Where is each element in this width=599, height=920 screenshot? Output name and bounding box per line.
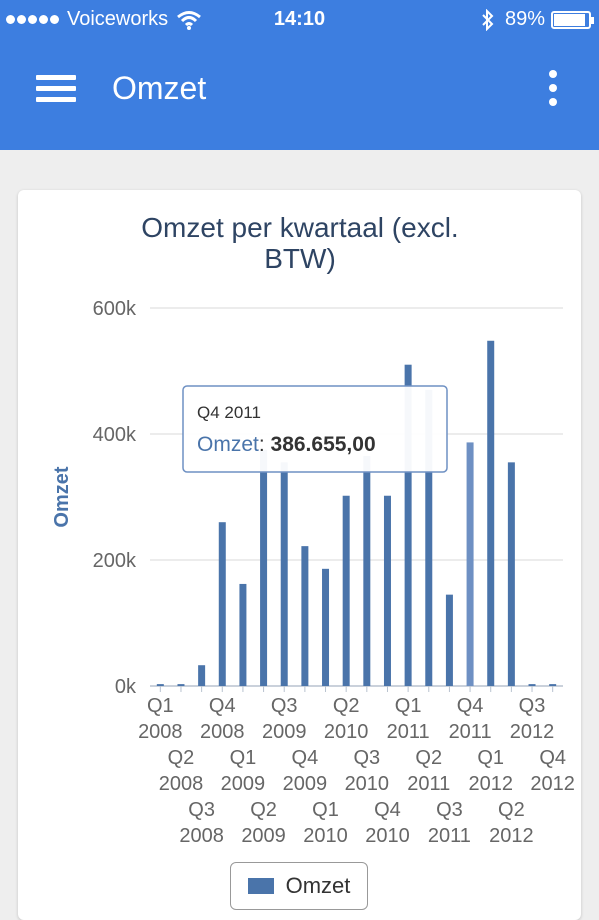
bar	[363, 456, 371, 686]
x-tick-label-year: 2011	[407, 773, 450, 795]
x-tick-label-year: 2008	[159, 773, 204, 795]
hamburger-menu-icon[interactable]	[36, 75, 76, 115]
x-tick-label-quarter: Q1	[230, 747, 257, 769]
bar	[156, 684, 164, 686]
x-tick-label-quarter: Q4	[292, 747, 319, 769]
y-tick-label: 200k	[93, 550, 137, 572]
legend-swatch	[247, 878, 274, 894]
x-tick-label-year: 2012	[530, 773, 575, 795]
page-title: Omzet	[112, 70, 207, 106]
app-bar: Omzet	[0, 40, 599, 150]
chart-title-line-2: BTW)	[264, 243, 336, 274]
status-bar-left: Voiceworks	[6, 8, 202, 31]
x-tick-label-quarter: Q4	[539, 747, 566, 769]
y-tick-label: 600k	[93, 298, 137, 320]
bar	[218, 522, 226, 686]
wifi-icon	[177, 10, 202, 30]
x-tick-label-year: 2010	[365, 825, 410, 847]
x-tick-label-quarter: Q3	[353, 747, 380, 769]
tooltip-box	[182, 385, 448, 473]
x-tick-label-year: 2012	[468, 773, 513, 795]
signal-dots-icon	[6, 15, 61, 24]
x-tick-label-year: 2010	[324, 721, 369, 743]
chart-card: Omzet per kwartaal (excl. BTW) 0k 200k 400k 6…	[18, 190, 581, 920]
y-tick-label: 0k	[115, 676, 137, 698]
x-tick-label-year: 2009	[262, 721, 307, 743]
tooltip-category: Q4 2011	[197, 403, 261, 422]
x-tick-label-year: 2008	[179, 825, 224, 847]
bluetooth-icon	[482, 8, 494, 31]
x-tick-label-quarter: Q3	[519, 695, 546, 717]
legend-label: Omzet	[285, 873, 351, 898]
x-tick-label-quarter: Q2	[250, 799, 277, 821]
more-vertical-icon[interactable]	[543, 70, 563, 114]
x-tick-label-year: 2010	[303, 825, 348, 847]
x-tick-label-year: 2009	[221, 773, 266, 795]
x-tick-label-quarter: Q1	[395, 695, 422, 717]
x-tick-label-year: 2011	[428, 825, 471, 847]
bar	[487, 340, 495, 686]
bar	[342, 495, 350, 686]
x-tick-label-year: 2012	[489, 825, 534, 847]
status-bar: Voiceworks 14:10 89%	[0, 0, 599, 40]
x-tick-label-year: 2009	[241, 825, 286, 847]
clock: 14:10	[273, 8, 326, 30]
bar	[198, 665, 206, 686]
bar	[425, 389, 433, 686]
bar	[301, 546, 309, 686]
bar	[549, 684, 557, 686]
tooltip-series-name: Omzet	[197, 433, 259, 456]
y-axis-title: Omzet	[51, 466, 73, 527]
bar	[466, 442, 474, 686]
x-tick-label-quarter: Q2	[415, 747, 442, 769]
x-tick-label-quarter: Q2	[498, 799, 525, 821]
x-tick-label-quarter: Q3	[188, 799, 215, 821]
tooltip-colon: :	[259, 433, 271, 456]
bar	[507, 462, 515, 686]
legend-item-omzet[interactable]: Omzet	[230, 862, 368, 910]
x-tick-label-quarter: Q1	[312, 799, 339, 821]
bar	[528, 684, 536, 686]
x-tick-label-quarter: Q1	[477, 747, 504, 769]
x-tick-label-year: 2012	[510, 721, 555, 743]
bar	[280, 462, 288, 686]
revenue-chart: Omzet per kwartaal (excl.BTW) 0k 200k 400k 6…	[51, 212, 575, 847]
bar	[239, 583, 247, 686]
tooltip-value: 386.655,00	[271, 433, 376, 456]
x-tick-label-quarter: Q4	[374, 799, 401, 821]
bar	[322, 568, 330, 686]
x-tick-label-year: 2008	[200, 721, 245, 743]
x-tick-label-year: 2011	[387, 721, 430, 743]
x-tick-label-quarter: Q3	[436, 799, 463, 821]
chart-title-line-1: Omzet per kwartaal (excl.	[141, 212, 458, 243]
x-tick-label-quarter: Q4	[209, 695, 236, 717]
y-tick-label: 400k	[93, 424, 137, 446]
bar	[404, 364, 412, 686]
x-tick-label-year: 2009	[283, 773, 328, 795]
x-tick-label-quarter: Q3	[271, 695, 298, 717]
x-tick-label-quarter: Q2	[333, 695, 360, 717]
bar	[177, 684, 185, 686]
bar	[445, 594, 453, 686]
x-tick-label-quarter: Q4	[457, 695, 484, 717]
x-tick-label-year: 2008	[138, 721, 183, 743]
tooltip-value-line: Omzet: 386.655,00	[197, 433, 376, 456]
status-bar-right: 89%	[481, 8, 594, 31]
x-tick-label-year: 2010	[345, 773, 390, 795]
carrier-name: Voiceworks	[67, 8, 169, 30]
x-tick-label-quarter: Q2	[168, 747, 195, 769]
bar	[383, 495, 391, 686]
bar	[260, 449, 268, 686]
x-tick-label-year: 2011	[449, 721, 492, 743]
battery-percent: 89%	[504, 8, 545, 30]
x-tick-label-quarter: Q1	[147, 695, 174, 717]
battery-icon	[551, 10, 594, 29]
